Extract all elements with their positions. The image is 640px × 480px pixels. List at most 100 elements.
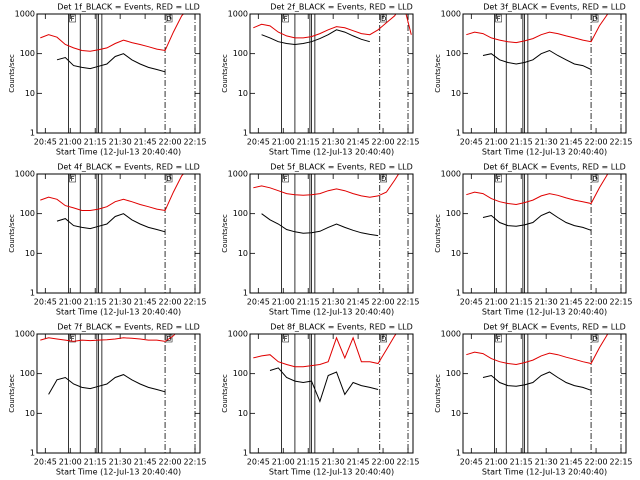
x-tick-label: 21:30 — [109, 458, 132, 467]
y-tick-label: 100 — [446, 369, 461, 378]
series-line — [261, 213, 379, 237]
panel: Det 4f_BLACK = Events, RED = LLD Counts/s… — [8, 163, 207, 317]
plot-frame — [249, 13, 414, 134]
chart-title: Det 4f_BLACK = Events, RED = LLD — [57, 163, 200, 172]
x-tick-label: 21:45 — [347, 458, 370, 467]
marker-label-box — [495, 14, 502, 23]
marker-label: D — [592, 15, 597, 23]
y-axis-label: Counts/sec — [434, 54, 442, 93]
x-tick-label: 20:45 — [34, 458, 57, 467]
marker-label-box — [69, 14, 76, 23]
plot-frame — [462, 173, 627, 294]
plot-lines — [40, 174, 185, 233]
plot-frame — [462, 333, 627, 454]
x-tick-label: 20:45 — [34, 298, 57, 307]
y-tick-label: 1000 — [441, 170, 461, 179]
panel: Det 2f_BLACK = Events, RED = LLD Counts/s… — [221, 3, 420, 157]
y-tick-label: 1000 — [228, 10, 248, 19]
plot-lines — [40, 14, 185, 73]
y-axis-label: Counts/sec — [434, 374, 442, 413]
plot-lines — [466, 334, 609, 391]
y-tick-label: 10 — [25, 409, 35, 418]
chart-title: Det 6f_BLACK = Events, RED = LLD — [483, 163, 626, 172]
y-tick-label: 10 — [238, 409, 248, 418]
marker-label-box — [282, 14, 289, 23]
x-tick-label: 22:00 — [159, 138, 182, 147]
y-tick-label: 100 — [20, 369, 35, 378]
x-tick-label: 21:30 — [535, 298, 558, 307]
marker-label-box — [380, 14, 387, 23]
x-tick-label: 22:15 — [609, 138, 632, 147]
marker-label-box — [165, 174, 173, 183]
y-tick-label: 100 — [20, 209, 35, 218]
x-tick-label: 21:15 — [297, 298, 320, 307]
plot-lines — [466, 14, 609, 70]
panel: Det 7f_BLACK = Events, RED = LLD Counts/s… — [8, 323, 207, 477]
y-axis-label: Counts/sec — [221, 54, 229, 93]
plot-frame — [462, 13, 627, 134]
y-tick-label: 10 — [451, 249, 461, 258]
series-line — [56, 53, 166, 73]
y-tick-label: 1000 — [15, 330, 35, 339]
y-tick-label: 100 — [233, 49, 248, 58]
x-tick-label: 21:45 — [134, 458, 157, 467]
x-axis-label: Start Time (12-Jul-13 20:40:40) — [56, 468, 181, 477]
x-tick-label: 22:00 — [372, 138, 395, 147]
y-tick-label: 1 — [30, 129, 35, 138]
x-axis-label: Start Time (12-Jul-13 20:40:40) — [482, 308, 607, 317]
x-tick-label: 21:00 — [272, 298, 295, 307]
x-tick-label: 21:45 — [347, 138, 370, 147]
panel: Det 5f_BLACK = Events, RED = LLD Counts/s… — [221, 163, 420, 317]
x-tick-label: 21:30 — [535, 138, 558, 147]
y-tick-label: 10 — [238, 249, 248, 258]
marker-label-box — [591, 334, 599, 343]
plot-lines — [253, 334, 397, 403]
plot-lines — [253, 174, 400, 237]
x-axis-label: Start Time (12-Jul-13 20:40:40) — [56, 148, 181, 157]
x-tick-label: 21:15 — [84, 138, 107, 147]
x-tick-label: 20:45 — [247, 458, 270, 467]
panel: Det 6f_BLACK = Events, RED = LLD Counts/s… — [434, 163, 633, 317]
plot-lines — [40, 334, 176, 395]
marker-label: D — [381, 15, 386, 23]
x-tick-label: 21:45 — [134, 138, 157, 147]
x-tick-label: 21:00 — [485, 138, 508, 147]
x-tick-label: 21:00 — [272, 458, 295, 467]
x-tick-label: 21:00 — [59, 138, 82, 147]
plot-lines — [466, 174, 609, 231]
marker-label: D — [166, 15, 171, 23]
y-tick-label: 1 — [30, 289, 35, 298]
y-tick-label: 1 — [243, 129, 248, 138]
x-tick-label: 22:15 — [609, 458, 632, 467]
y-tick-label: 1000 — [228, 330, 248, 339]
x-tick-label: 20:45 — [460, 298, 483, 307]
x-tick-label: 21:30 — [535, 458, 558, 467]
x-tick-label: 22:00 — [372, 458, 395, 467]
panel: Det 1f_BLACK = Events, RED = LLD Counts/s… — [8, 3, 207, 157]
plot-frame — [36, 13, 201, 134]
chart-title: Det 3f_BLACK = Events, RED = LLD — [483, 3, 626, 12]
x-tick-label: 21:15 — [510, 298, 533, 307]
marker-label: F — [71, 335, 75, 343]
x-axis-label: Start Time (12-Jul-13 20:40:40) — [482, 468, 607, 477]
marker-label: F — [497, 175, 501, 183]
x-tick-label: 21:45 — [560, 138, 583, 147]
x-tick-label: 21:30 — [109, 298, 132, 307]
marker-label-box — [69, 174, 76, 183]
y-tick-label: 1000 — [441, 10, 461, 19]
y-tick-label: 1 — [456, 449, 461, 458]
x-tick-label: 20:45 — [247, 138, 270, 147]
y-tick-label: 1000 — [15, 170, 35, 179]
x-axis-label: Start Time (12-Jul-13 20:40:40) — [56, 308, 181, 317]
marker-label: D — [592, 335, 597, 343]
x-tick-label: 21:00 — [485, 298, 508, 307]
x-axis-label: Start Time (12-Jul-13 20:40:40) — [269, 148, 394, 157]
series-line — [261, 29, 370, 46]
y-tick-label: 100 — [446, 49, 461, 58]
x-tick-label: 21:15 — [510, 138, 533, 147]
y-axis-label: Counts/sec — [8, 374, 16, 413]
y-axis-label: Counts/sec — [434, 214, 442, 253]
x-tick-label: 21:15 — [510, 458, 533, 467]
y-tick-label: 10 — [25, 249, 35, 258]
